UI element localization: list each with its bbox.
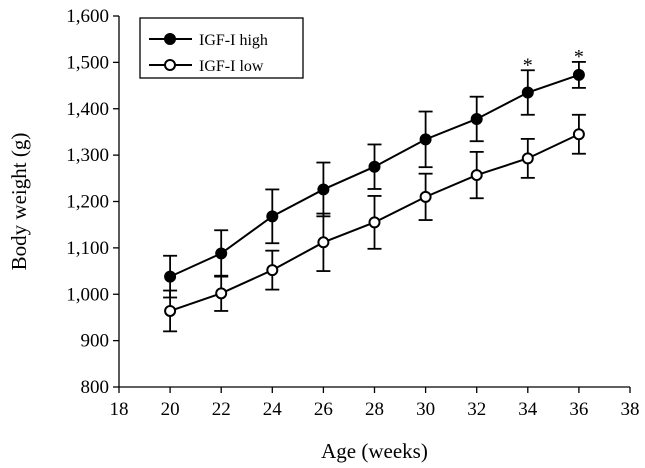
legend: IGF-I high IGF-I low — [139, 17, 304, 79]
x-tick-label: 26 — [314, 399, 333, 420]
axes: 800 900 1,000 1,100 1,200 1,300 1,400 1,500 1,60… — [66, 6, 639, 420]
x-tick-label: 32 — [467, 399, 486, 420]
y-tick-label: 1,400 — [66, 99, 109, 120]
data-point — [419, 133, 432, 146]
legend-label: IGF-I high — [199, 32, 268, 49]
data-point — [164, 304, 177, 317]
data-point — [572, 128, 585, 141]
x-tick-label: 20 — [161, 399, 180, 420]
data-point — [164, 270, 177, 283]
y-axis-title: Body weight (g) — [7, 133, 31, 271]
data-point — [317, 236, 330, 249]
legend-marker — [164, 33, 176, 45]
data-point — [521, 152, 534, 165]
data-point — [572, 68, 585, 81]
x-tick-label: 36 — [569, 399, 588, 420]
data-point — [521, 86, 534, 99]
data-point — [215, 247, 228, 260]
x-tick-label: 38 — [621, 399, 640, 420]
significance-asterisk: * — [523, 54, 533, 76]
y-tick-label: 1,100 — [66, 238, 109, 259]
y-tick-label: 1,000 — [66, 284, 109, 305]
series-igf-low — [163, 113, 586, 333]
x-axis-title: Age (weeks) — [321, 439, 428, 463]
y-tick-label: 800 — [81, 377, 110, 398]
significance-asterisk: * — [574, 46, 584, 68]
data-point — [470, 169, 483, 182]
x-tick-label: 34 — [518, 399, 538, 420]
data-point — [266, 210, 279, 223]
x-tick-label: 18 — [110, 399, 129, 420]
y-tick-label: 900 — [81, 331, 110, 352]
y-tick-label: 1,500 — [66, 52, 109, 73]
x-tick-label: 24 — [263, 399, 283, 420]
x-tick-label: 28 — [365, 399, 384, 420]
y-tick-label: 1,200 — [66, 192, 109, 213]
data-point — [419, 190, 432, 203]
legend-label: IGF-I low — [199, 58, 264, 75]
data-point — [317, 183, 330, 196]
y-tick-label: 1,600 — [66, 6, 109, 27]
series-igf-high — [163, 61, 586, 299]
data-point — [368, 160, 381, 173]
x-tick-label: 30 — [416, 399, 435, 420]
data-point — [266, 264, 279, 277]
data-point — [215, 287, 228, 300]
data-point — [470, 112, 483, 125]
x-tick-label: 22 — [212, 399, 231, 420]
series-layer: * * — [163, 46, 586, 333]
data-point — [368, 216, 381, 229]
y-tick-label: 1,300 — [66, 145, 109, 166]
legend-marker — [164, 59, 176, 71]
